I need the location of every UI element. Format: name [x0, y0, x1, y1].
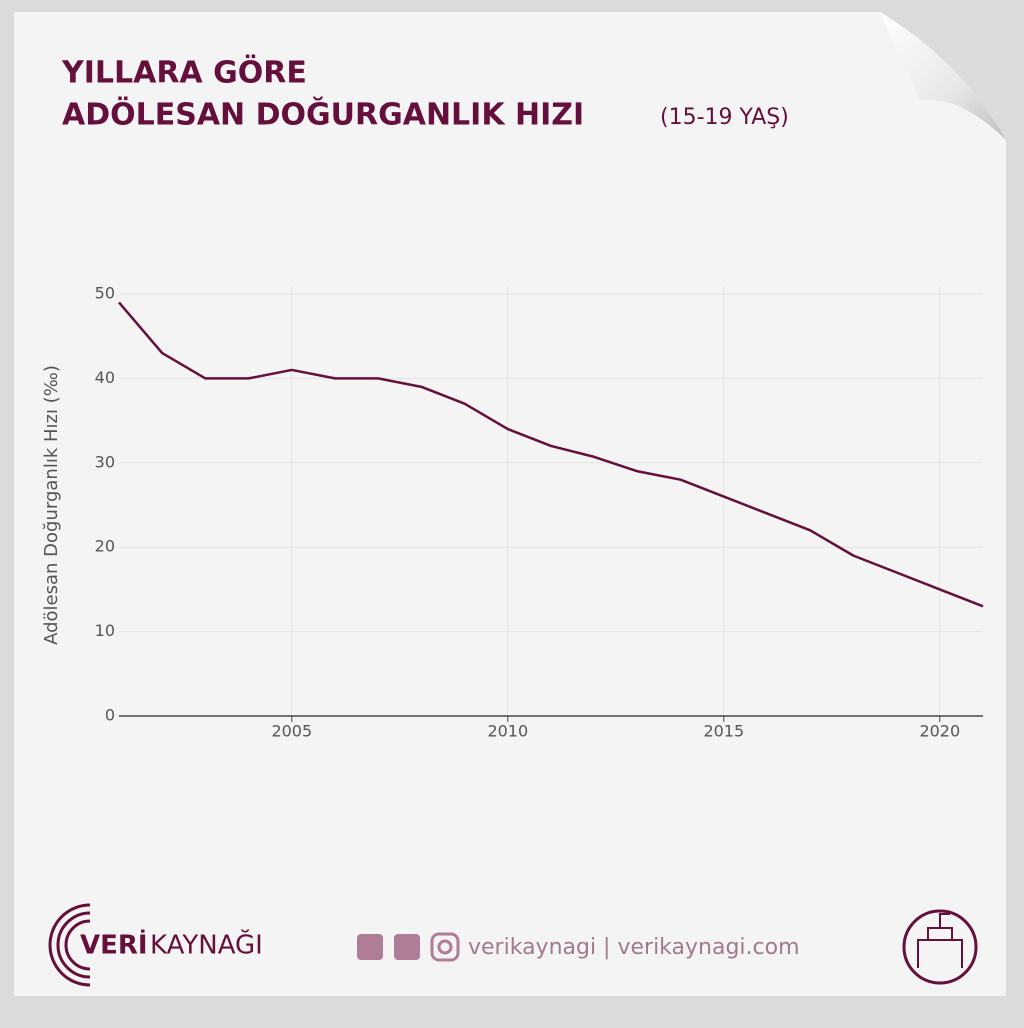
instagram-lens: [437, 939, 453, 955]
chart-title: YILLARA GÖRE: [61, 54, 307, 91]
x-tick-label: 2020: [919, 722, 960, 741]
x-tick-label: 2010: [487, 722, 528, 741]
y-tick-label: 40: [95, 368, 115, 387]
subtitle-note: (15-19 YAŞ): [660, 105, 789, 130]
instagram-icon[interactable]: [430, 932, 460, 962]
y-tick-label: 10: [95, 621, 115, 640]
plot-area: 0 10 20 30 40 50 2005 2010 2015 2020: [95, 284, 984, 741]
brand-light: KAYNAĞI: [150, 929, 263, 961]
y-tick-label: 30: [95, 452, 115, 471]
school-building: [917, 913, 963, 968]
data-line: [118, 301, 984, 608]
paper-curl: [880, 12, 1006, 140]
x-tick-label: 2015: [703, 722, 744, 741]
y-tick-label: 0: [105, 706, 115, 725]
y-tick-label: 20: [95, 537, 115, 556]
logo: [48, 903, 91, 987]
y-tick-label: 50: [95, 284, 115, 303]
facebook-icon[interactable]: [357, 934, 383, 960]
twitter-icon[interactable]: [394, 934, 420, 960]
social-text: verikaynagi | verikaynagi.com: [468, 935, 800, 960]
brand-bold: VERİ: [80, 929, 148, 961]
chart-subtitle: ADÖLESAN DOĞURGANLIK HIZI: [62, 96, 584, 133]
y-axis-label: Adölesan Doğurganlık Hızı (‰): [41, 365, 62, 645]
paper: [14, 12, 1006, 996]
school-icon: [902, 909, 978, 985]
x-tick-label: 2005: [271, 722, 312, 741]
